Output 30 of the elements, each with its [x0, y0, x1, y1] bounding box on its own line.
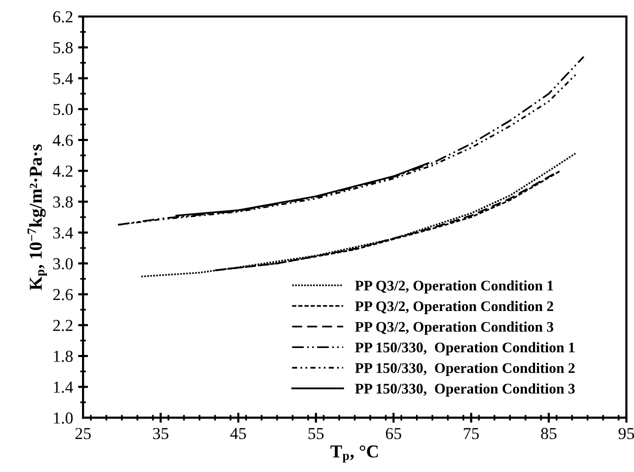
x-tick-label: 55: [308, 428, 324, 440]
y-tick-label: 5.8: [53, 42, 73, 54]
x-tick-label: 85: [541, 428, 556, 440]
y-tick-label: 5.4: [53, 73, 74, 84]
y-tick-label: 3.4: [53, 227, 74, 239]
x-tick-label: 35: [153, 428, 168, 440]
legend-label: PP Q3/2, Operation Condition 3: [355, 322, 554, 335]
y-tick-label: 3.0: [53, 258, 73, 270]
y-tick-label: 1.0: [54, 412, 73, 424]
legend-label: PP Q3/2, Operation Condition 2: [355, 300, 554, 314]
y-tick-label: 4.6: [52, 134, 73, 146]
legend-label: PP 150/330, Operation Condition 2: [355, 362, 575, 376]
y-tick-label: 5.0: [53, 104, 73, 116]
legend-label: PP 150/330, Operation Condition 1: [355, 342, 574, 356]
y-tick-label: 2.2: [53, 320, 72, 332]
x-tick-label: 65: [386, 428, 402, 440]
y-tick-label: 4.2: [52, 166, 72, 177]
y-tick-label: 1.4: [54, 382, 74, 393]
y-tick-label: 2.6: [53, 289, 73, 300]
legend-label: PP 150/330, Operation Condition 3: [355, 383, 575, 397]
y-tick-label: 6.2: [53, 11, 72, 23]
y-tick-label: 1.8: [54, 350, 73, 362]
x-tick-label: 25: [75, 428, 91, 440]
x-tick-label: 45: [230, 428, 246, 440]
x-axis-title: T$_{p}$, °C: [330, 445, 378, 463]
y-tick-label: 3.8: [53, 196, 73, 208]
x-tick-label: 95: [618, 428, 634, 440]
y-axis-title: K$_{p}$, 10$^{−7}$kg/m²·Pa·s: [28, 144, 47, 290]
x-tick-label: 75: [464, 428, 479, 440]
legend-label: PP Q3/2, Operation Condition 1: [355, 280, 554, 294]
